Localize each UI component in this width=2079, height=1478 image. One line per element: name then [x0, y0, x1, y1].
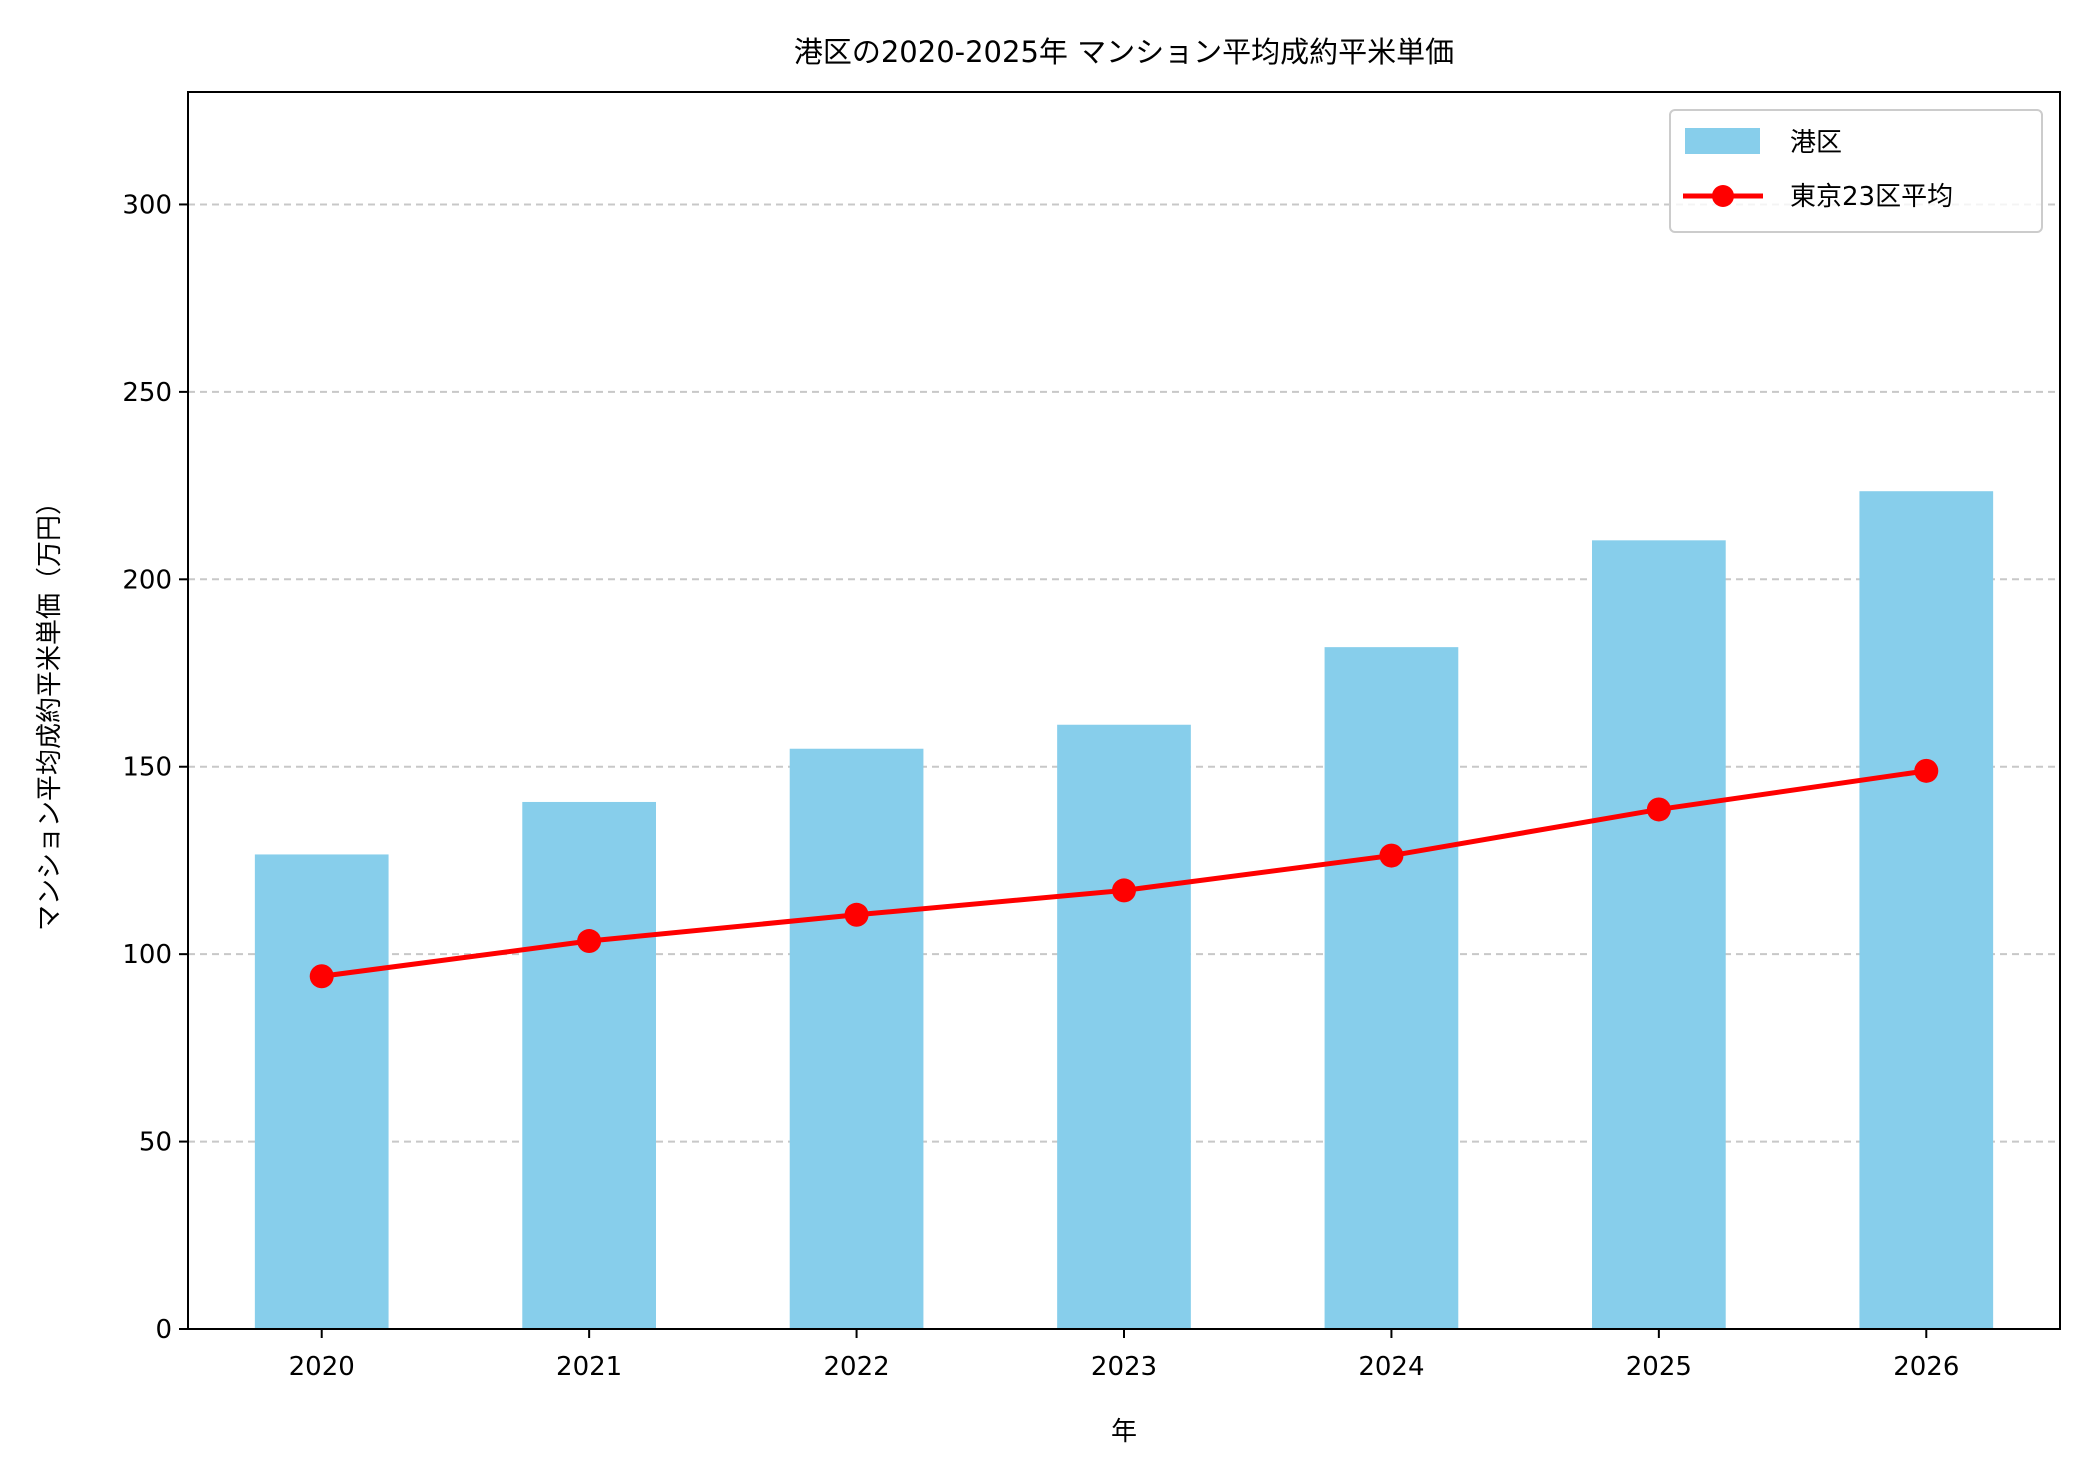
- x-tick-label: 2024: [1358, 1352, 1424, 1382]
- y-tick-label: 300: [122, 190, 172, 220]
- y-tick-label: 0: [155, 1315, 172, 1345]
- y-tick-label: 250: [122, 378, 172, 408]
- x-tick-label: 2025: [1626, 1352, 1692, 1382]
- x-tick-label: 2026: [1893, 1352, 1959, 1382]
- x-axis-label: 年: [1111, 1417, 1137, 1447]
- bar-2026: [1859, 491, 1994, 1329]
- bar-2025: [1592, 540, 1726, 1329]
- chart-title: 港区の2020-2025年 マンション平均成約平米単価: [794, 35, 1454, 69]
- bar-2022: [789, 748, 924, 1329]
- x-tick-label: 2022: [823, 1352, 889, 1382]
- x-tick-label: 2020: [289, 1352, 355, 1382]
- y-tick-label: 150: [122, 753, 172, 783]
- y-tick-label: 200: [122, 565, 172, 595]
- point-2022: [844, 902, 869, 927]
- bar-2024: [1324, 647, 1459, 1329]
- y-axis-label: マンション平均成約平米単価（万円）: [35, 489, 65, 931]
- x-tick-label: 2021: [556, 1352, 622, 1382]
- legend-label-bar: 港区: [1790, 128, 1842, 158]
- y-tick-label: 50: [139, 1128, 172, 1158]
- x-axis: 2020 2021 2022 2023 2024 2025 2026: [289, 1329, 1959, 1382]
- point-2020: [309, 964, 334, 989]
- y-axis: 0 50 100 150 200 250 300: [122, 190, 188, 1345]
- point-2026: [1914, 758, 1939, 783]
- legend-swatch-marker: [1712, 185, 1734, 207]
- point-2025: [1646, 797, 1671, 822]
- line-series: [309, 758, 1939, 989]
- legend-label-line: 東京23区平均: [1790, 182, 1953, 212]
- y-tick-label: 100: [122, 940, 172, 970]
- bar-2023: [1057, 724, 1191, 1329]
- bar-2021: [522, 801, 656, 1329]
- point-2021: [577, 929, 602, 954]
- point-2023: [1112, 878, 1136, 903]
- x-tick-label: 2023: [1091, 1352, 1157, 1382]
- legend: 港区 東京23区平均: [1669, 109, 2043, 233]
- legend-swatch-bar: [1685, 128, 1760, 154]
- point-2024: [1379, 843, 1404, 868]
- bar-2020: [254, 854, 389, 1329]
- legend-frame: [1669, 109, 2043, 233]
- bars: [254, 491, 1994, 1329]
